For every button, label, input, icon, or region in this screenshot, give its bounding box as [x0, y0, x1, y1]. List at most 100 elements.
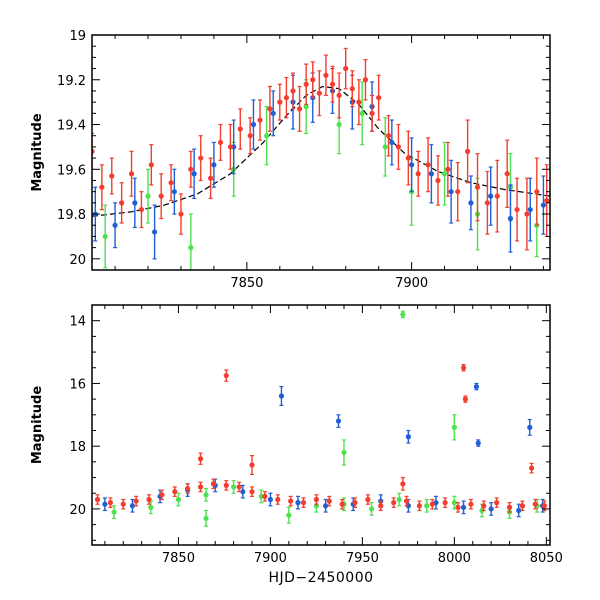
data-point-red: [376, 74, 382, 121]
data-point-red: [313, 494, 320, 505]
y-tick-label: 20: [69, 503, 86, 518]
data-point-red: [236, 481, 242, 493]
data-point-red: [178, 193, 184, 235]
data-point-red: [277, 83, 283, 121]
data-point-red: [303, 63, 309, 105]
data-point-green: [451, 414, 457, 441]
data-point-red: [442, 497, 448, 508]
data-point-red: [339, 498, 345, 510]
data-point-red: [290, 72, 296, 110]
data-point-blue: [527, 177, 533, 242]
data-point-red: [138, 191, 145, 229]
data-point-red: [267, 85, 273, 132]
plot-frame: [91, 34, 551, 271]
data-point-red: [133, 495, 139, 507]
data-point-green: [231, 480, 237, 494]
plot-area: [94, 310, 548, 527]
data-point-blue: [409, 137, 415, 193]
data-point-red: [514, 177, 520, 242]
data-point-red: [534, 157, 540, 226]
data-point-red: [109, 157, 115, 195]
data-point-red: [227, 123, 233, 170]
data-point-red: [223, 480, 229, 491]
data-point-blue: [267, 492, 274, 507]
data-point-blue: [191, 148, 197, 199]
data-point-green: [102, 204, 108, 269]
y-axis-label: Magnitude: [30, 386, 45, 465]
data-point-blue: [335, 414, 342, 428]
data-point-red: [326, 495, 332, 507]
data-point-red: [146, 494, 152, 505]
data-point-blue: [428, 144, 434, 204]
data-point-red: [158, 173, 164, 220]
data-point-red: [237, 108, 243, 150]
data-point-red: [300, 497, 307, 508]
x-axis-label: HJD−2450000: [268, 570, 373, 586]
x-tick-label: 7850: [230, 276, 263, 291]
data-point-green: [148, 500, 154, 515]
data-point-red: [94, 494, 101, 505]
data-point-red: [460, 364, 467, 372]
data-point-red: [356, 79, 362, 126]
data-point-green: [188, 213, 194, 270]
y-tick-label: 14: [69, 315, 86, 330]
x-tick-label: 7900: [254, 551, 287, 566]
data-point-red: [462, 395, 468, 403]
data-point-red: [217, 123, 224, 161]
plot-area: [92, 47, 550, 270]
data-point-blue: [102, 497, 108, 512]
data-point-green: [258, 489, 264, 504]
series-red: [92, 47, 550, 251]
data-point-blue: [322, 498, 329, 513]
data-point-red: [120, 498, 126, 510]
data-point-blue: [507, 184, 514, 253]
data-point-red: [99, 164, 105, 211]
data-point-green: [111, 505, 117, 519]
data-point-red: [288, 495, 294, 507]
y-tick-label: 19.8: [57, 208, 86, 223]
data-point-red: [385, 114, 392, 157]
data-point-red: [249, 454, 255, 476]
data-point-red: [532, 498, 538, 510]
data-point-blue: [250, 99, 257, 150]
data-point-blue: [132, 177, 138, 229]
data-point-red: [484, 170, 490, 235]
data-point-blue: [488, 502, 494, 516]
data-point-green: [203, 509, 209, 527]
data-point-red: [148, 144, 154, 186]
data-point-red: [296, 85, 303, 132]
plot-frame: [91, 304, 551, 546]
data-point-green: [424, 498, 430, 513]
data-point-red: [395, 123, 402, 170]
data-point-red: [168, 164, 174, 202]
data-point-green: [396, 492, 402, 507]
data-point-red: [455, 502, 461, 513]
data-point-blue: [270, 90, 276, 137]
data-point-red: [481, 500, 487, 512]
data-point-red: [159, 489, 165, 501]
data-point-red: [506, 502, 513, 513]
data-point-blue: [460, 500, 467, 515]
x-tick-label: 8000: [438, 551, 471, 566]
data-point-green: [145, 168, 151, 224]
series-red: [94, 364, 548, 513]
data-point-red: [445, 141, 451, 197]
data-point-red: [208, 157, 214, 199]
data-point-blue: [473, 382, 480, 391]
data-point-green: [382, 117, 388, 177]
data-point-red: [425, 137, 431, 193]
data-point-red: [416, 500, 423, 512]
data-point-blue: [488, 166, 494, 226]
data-point-red: [403, 495, 410, 507]
data-point-red: [541, 500, 548, 512]
data-point-red: [210, 478, 216, 490]
x-tick-label: 8050: [530, 551, 563, 566]
y-axis-label: Magnitude: [30, 113, 45, 192]
data-point-blue: [278, 385, 285, 406]
data-point-red: [329, 65, 336, 103]
data-point-green: [368, 502, 375, 516]
data-point-red: [197, 452, 204, 465]
data-point-red: [435, 155, 441, 206]
data-point-red: [197, 481, 204, 493]
data-point-green: [359, 81, 365, 146]
